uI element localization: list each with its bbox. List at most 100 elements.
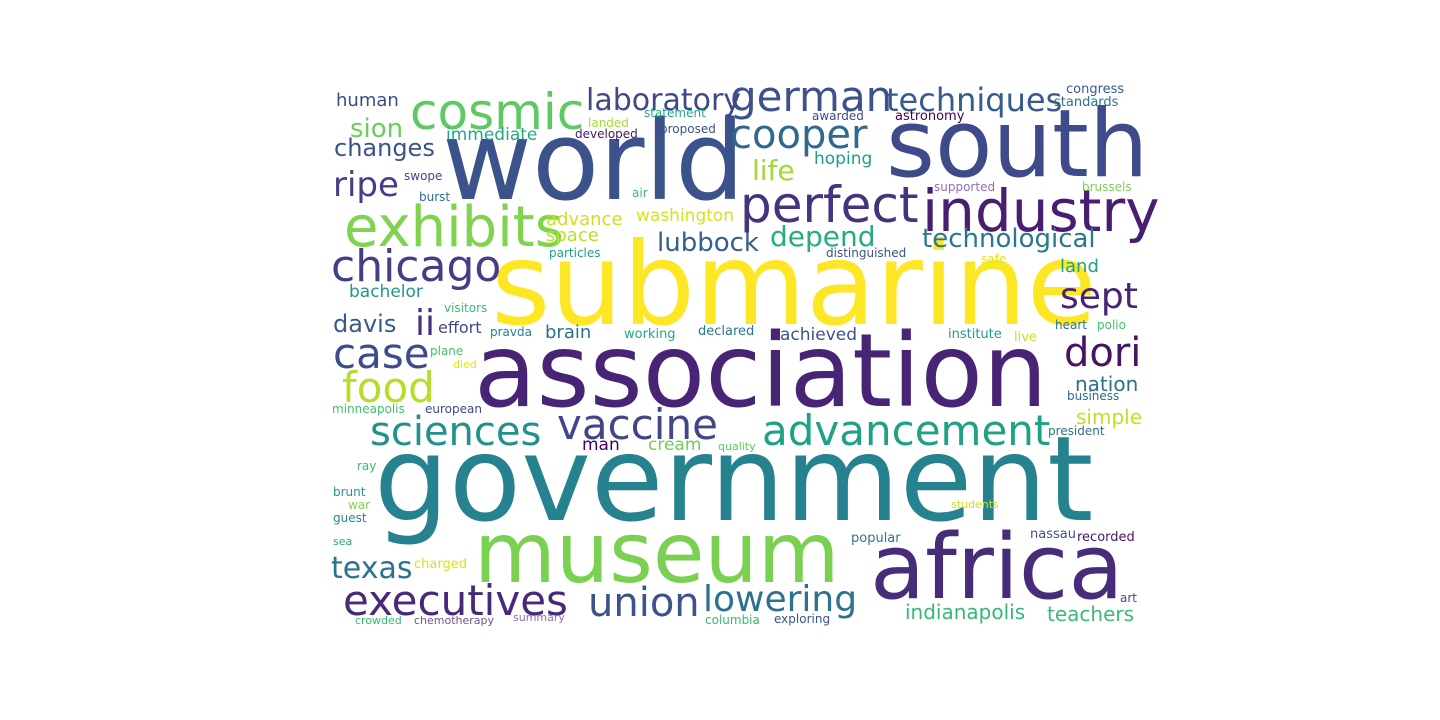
word-ii: ii (415, 303, 436, 344)
word-died: died (453, 358, 477, 371)
word-live: live (1014, 330, 1037, 345)
word-man: man (582, 435, 620, 455)
word-cosmic: cosmic (410, 83, 585, 141)
word-lowering: lowering (703, 579, 858, 620)
word-food: food (342, 363, 435, 412)
word-texas: texas (331, 551, 413, 586)
word-simple: simple (1076, 405, 1143, 429)
word-teachers: teachers (1047, 602, 1135, 626)
word-crowded: crowded (355, 614, 402, 627)
word-advance: advance (546, 209, 623, 230)
word-burst: burst (419, 190, 451, 204)
word-brunt: brunt (333, 485, 366, 499)
word-popular: popular (851, 531, 901, 546)
word-pravda: pravda (490, 325, 532, 339)
word-nassau: nassau (1030, 527, 1076, 542)
word-ray: ray (357, 459, 377, 473)
word-plane: plane (430, 344, 464, 358)
word-recorded: recorded (1077, 530, 1135, 545)
word-sion: sion (350, 114, 404, 144)
word-hoping: hoping (814, 149, 873, 169)
word-lubbock: lubbock (657, 228, 759, 258)
word-life: life (752, 154, 795, 187)
word-business: business (1067, 389, 1120, 403)
word-distinguished: distinguished (826, 246, 907, 260)
word-sept: sept (1060, 276, 1138, 317)
word-chicago: chicago (331, 241, 502, 292)
word-brussels: brussels (1082, 180, 1132, 194)
word-land: land (1060, 256, 1099, 277)
word-statement: statement (644, 106, 706, 120)
word-summary: summary (513, 611, 565, 624)
word-world: world (442, 97, 745, 225)
word-technological: technological (922, 224, 1096, 254)
word-human: human (336, 90, 399, 111)
word-africa: africa (870, 515, 1124, 620)
word-particles: particles (549, 246, 601, 260)
word-awarded: awarded (812, 109, 864, 123)
word-case: case (333, 329, 430, 378)
word-quality: quality (718, 440, 756, 453)
word-standards: standards (1054, 95, 1119, 110)
word-safe: safe (981, 252, 1007, 266)
word-effort: effort (438, 318, 482, 337)
word-vaccine: vaccine (557, 400, 718, 449)
word-dori: dori (1064, 330, 1142, 376)
word-government: government (374, 410, 1094, 548)
word-exhibits: exhibits (344, 195, 564, 260)
word-landed: landed (588, 116, 629, 130)
word-nation: nation (1075, 372, 1139, 396)
word-washington: washington (636, 206, 735, 226)
word-supported: supported (934, 180, 996, 194)
word-polio: polio (1097, 318, 1126, 332)
word-space: space (546, 225, 599, 246)
word-chemotherapy: chemotherapy (414, 614, 495, 627)
word-minneapolis: minneapolis (332, 402, 405, 416)
word-columbia: columbia (705, 613, 760, 627)
word-air: air (632, 186, 648, 200)
word-sciences: sciences (370, 409, 542, 455)
word-president: president (1048, 424, 1105, 438)
word-german: german (730, 72, 893, 121)
word-visitors: visitors (444, 301, 488, 315)
word-working: working (624, 327, 676, 342)
word-brain: brain (545, 322, 592, 343)
word-industry: industry (922, 177, 1160, 245)
word-union: union (588, 580, 700, 626)
word-astronomy: astronomy (895, 109, 965, 124)
word-developed: developed (575, 127, 638, 141)
word-cooper: cooper (730, 112, 868, 158)
word-proposed: proposed (660, 122, 716, 136)
word-european: european (425, 402, 482, 416)
word-indianapolis: indianapolis (905, 600, 1026, 624)
word-laboratory: laboratory (586, 83, 742, 118)
word-museum: museum (474, 504, 840, 602)
word-institute: institute (948, 327, 1002, 342)
word-heart: heart (1055, 318, 1087, 332)
word-charged: charged (414, 557, 467, 572)
word-advancement: advancement (762, 406, 1051, 455)
word-association: association (474, 312, 1048, 431)
word-students: students (951, 498, 999, 511)
word-achieved: achieved (780, 325, 858, 345)
word-ripe: ripe (333, 165, 399, 205)
word-techniques: techniques (886, 81, 1063, 119)
word-sea: sea (333, 535, 353, 548)
word-depend: depend (770, 220, 876, 253)
word-executives: executives (343, 576, 568, 625)
word-art: art (1120, 591, 1137, 605)
word-immediate: immediate (446, 125, 538, 145)
word-swope: swope (404, 169, 443, 183)
word-south: south (886, 90, 1149, 199)
word-guest: guest (333, 511, 367, 525)
word-declared: declared (698, 324, 755, 339)
word-perfect: perfect (740, 176, 919, 234)
word-war: war (348, 498, 371, 512)
word-davis: davis (333, 310, 397, 338)
word-congress: congress (1066, 82, 1125, 97)
word-cream: cream (648, 435, 702, 455)
word-bachelor: bachelor (349, 282, 423, 302)
word-exploring: exploring (774, 612, 831, 626)
word-changes: changes (334, 134, 435, 162)
